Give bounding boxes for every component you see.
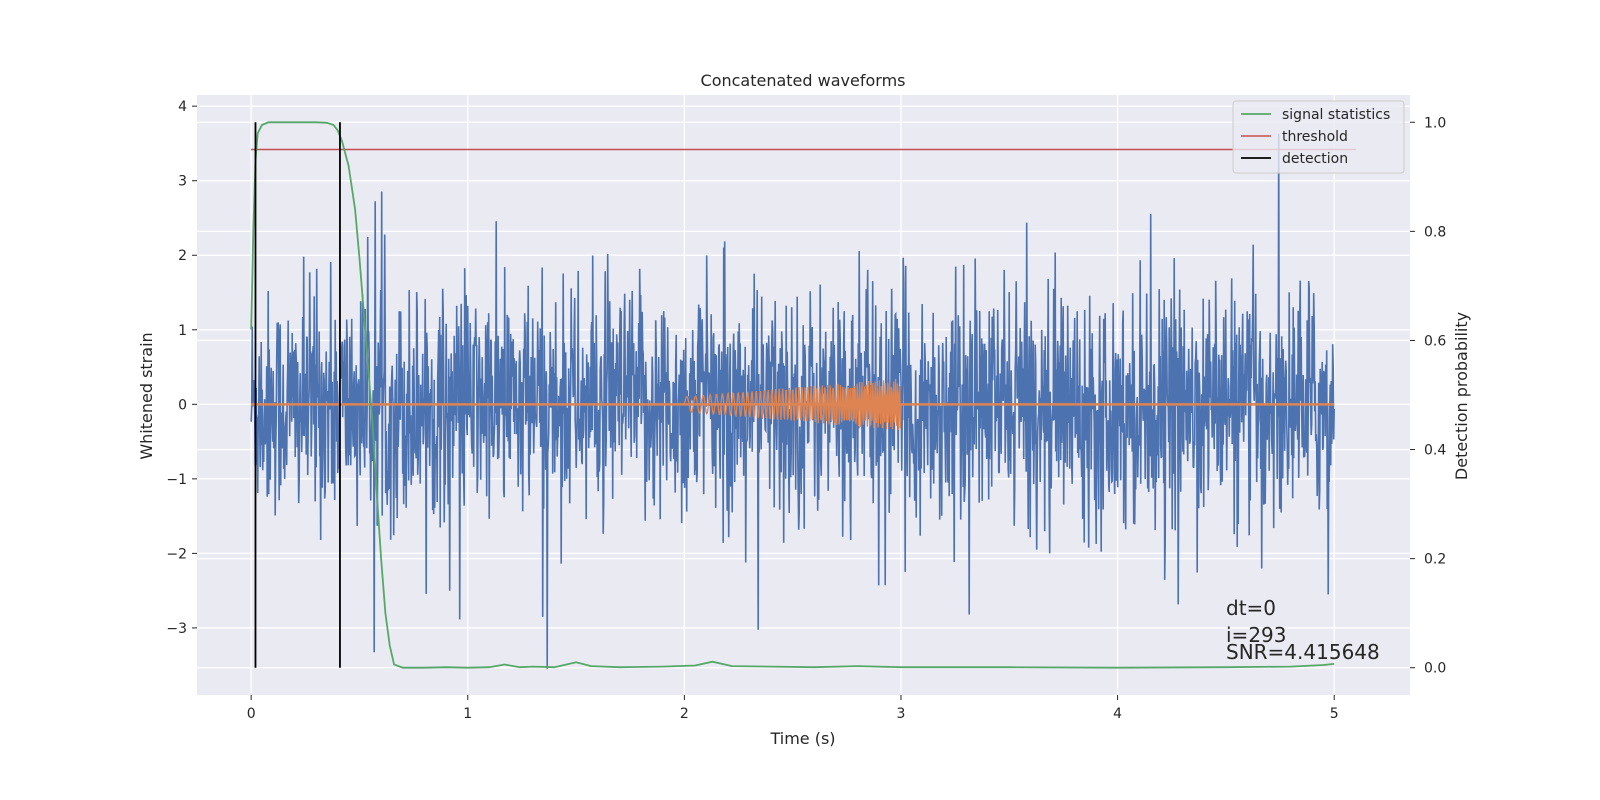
signal-statistics-line bbox=[250, 121, 1335, 669]
y-tick-label-0: −3 bbox=[166, 621, 187, 637]
x-tick-label-5: 5 bbox=[1330, 706, 1339, 722]
x-tick-label-0: 0 bbox=[247, 706, 256, 722]
y2-tick-label-4: 0.8 bbox=[1424, 224, 1446, 240]
axis-ticks: 0 1 2 3 4 5 −3 −2 −1 0 1 2 3 4 0.0 0.2 0.4 0.6 0.8 1.0 bbox=[166, 99, 1446, 722]
annotation-snr: SNR=4.415648 bbox=[1226, 640, 1380, 664]
y-tick-label-3: 0 bbox=[178, 397, 187, 413]
y-tick-label-1: −2 bbox=[166, 546, 187, 562]
legend-label-signal-statistics: signal statistics bbox=[1282, 107, 1390, 123]
legend: signal statistics threshold detection bbox=[1232, 100, 1405, 174]
y2-tick-label-3: 0.6 bbox=[1424, 333, 1446, 349]
annotations: dt=0 i=293 SNR=4.415648 bbox=[1226, 596, 1380, 664]
y-tick-label-4: 1 bbox=[178, 323, 187, 339]
legend-label-threshold: threshold bbox=[1282, 129, 1348, 145]
x-tick-label-1: 1 bbox=[463, 706, 472, 722]
chart-title: Concatenated waveforms bbox=[701, 71, 906, 90]
y2-tick-label-2: 0.4 bbox=[1424, 443, 1446, 459]
x-axis-label: Time (s) bbox=[769, 729, 835, 748]
y-tick-label-7: 4 bbox=[178, 99, 187, 115]
y2-tick-label-5: 1.0 bbox=[1424, 115, 1446, 131]
y2-tick-label-0: 0.0 bbox=[1424, 661, 1446, 677]
detection-lines bbox=[254, 122, 341, 668]
y-tick-label-2: −1 bbox=[166, 472, 187, 488]
template-chirp-line bbox=[683, 378, 902, 431]
y-tick-label-5: 2 bbox=[178, 248, 187, 264]
y2-axis-label: Detection probability bbox=[1452, 312, 1471, 480]
x-tick-label-4: 4 bbox=[1113, 706, 1122, 722]
annotation-i: i=293 bbox=[1226, 623, 1287, 647]
annotation-dt: dt=0 bbox=[1226, 596, 1276, 620]
x-tick-label-2: 2 bbox=[680, 706, 689, 722]
x-tick-label-3: 3 bbox=[897, 706, 906, 722]
y-tick-label-6: 3 bbox=[178, 174, 187, 190]
legend-box bbox=[1232, 100, 1405, 174]
y2-tick-label-1: 0.2 bbox=[1424, 552, 1446, 568]
legend-label-detection: detection bbox=[1282, 151, 1348, 167]
strain-series-line bbox=[250, 133, 1335, 669]
y-axis-label: Whitened strain bbox=[137, 332, 156, 459]
